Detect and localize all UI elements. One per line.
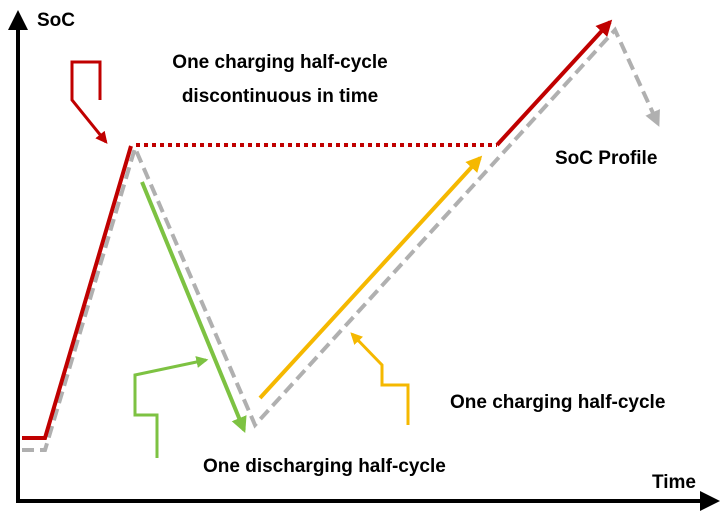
red-charging-1 xyxy=(22,145,133,440)
green-callout xyxy=(133,356,209,458)
y-axis-label: SoC xyxy=(37,10,75,31)
red-callout xyxy=(70,60,108,144)
annotation: One charging half-cycle xyxy=(450,392,665,413)
yellow-callout xyxy=(350,332,410,425)
soc-profile xyxy=(22,26,660,452)
yellow-charging xyxy=(258,155,483,400)
annotation: One discharging half-cycle xyxy=(203,456,446,477)
annotation: discontinuous in time xyxy=(182,86,378,107)
green-discharging xyxy=(140,181,247,433)
annotation: SoC Profile xyxy=(555,148,657,169)
x-axis-label: Time xyxy=(652,472,696,493)
red-charging-2 xyxy=(495,19,613,147)
annotation: One charging half-cycle xyxy=(172,52,387,73)
